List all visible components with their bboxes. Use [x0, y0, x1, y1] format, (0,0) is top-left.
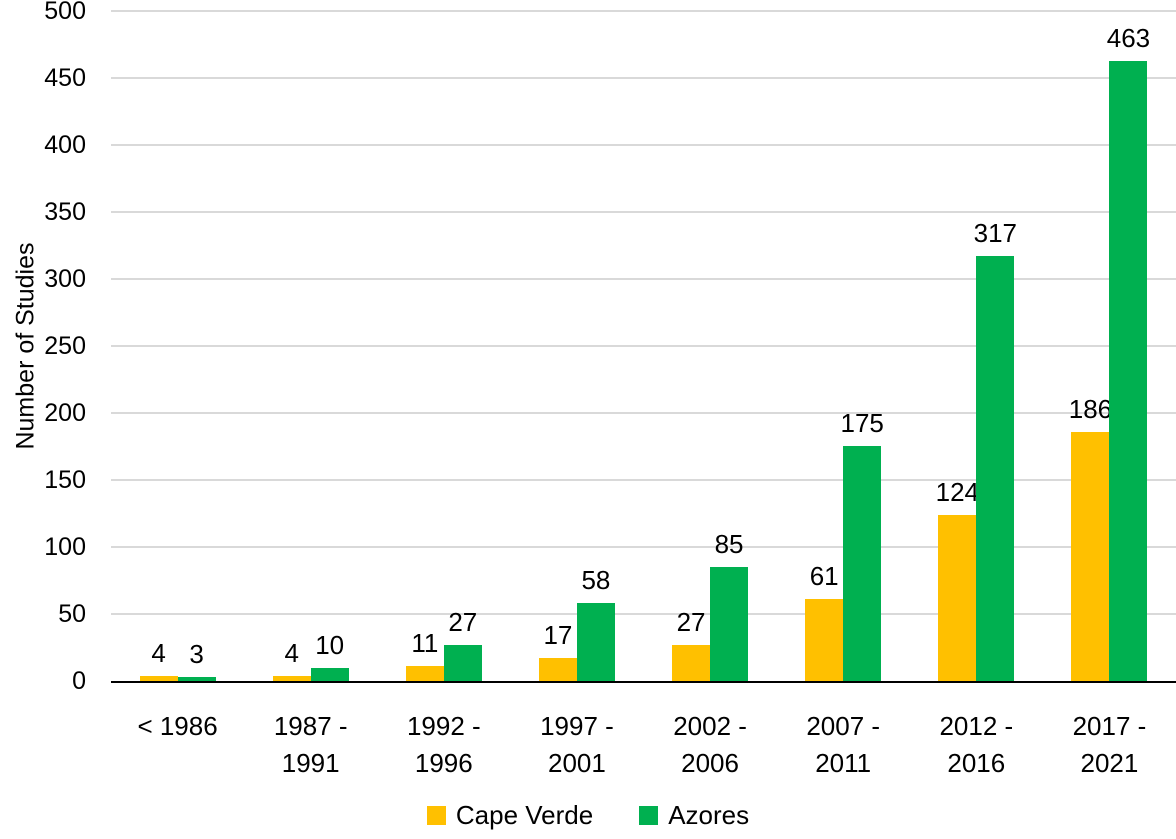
- bar-azores: [843, 446, 882, 681]
- bar-value-label: 3: [189, 639, 204, 669]
- bar-value-label: 124: [935, 477, 979, 507]
- x-tick-label: 2012 - 2016: [939, 711, 1014, 778]
- x-tick-label: 1992 - 1996: [406, 711, 481, 778]
- legend-swatch: [426, 806, 446, 825]
- plot-area: 4 4 11 17 27 61 124 186 3 10 27 58 85 175 317 463: [111, 10, 1176, 683]
- y-tick-label: 450: [44, 64, 86, 92]
- gridline: [111, 345, 1176, 347]
- bar-azores: [976, 256, 1015, 681]
- y-tick-label: 300: [44, 265, 86, 293]
- x-tick-label: 2017 - 2021: [1072, 711, 1147, 778]
- bar-value-label: 27: [448, 607, 478, 637]
- bar-value-label: 175: [840, 408, 884, 438]
- legend-label: Azores: [668, 800, 750, 830]
- bar-value-label: 186: [1068, 394, 1113, 424]
- y-tick-label: 50: [58, 600, 86, 628]
- x-tick-label: 2002 - 2006: [673, 711, 747, 778]
- bar-value-label: 27: [676, 607, 706, 637]
- bar-value-label: 85: [714, 529, 744, 559]
- bar-azores: [177, 677, 216, 681]
- gridline: [111, 613, 1176, 615]
- bar-value-label: 4: [151, 638, 166, 668]
- bar-azores: [1109, 61, 1148, 681]
- x-tick-label: 1997 - 2001: [540, 711, 614, 778]
- x-tick-label: < 1986: [137, 711, 218, 741]
- legend-item-azores: Azores: [639, 800, 749, 831]
- bar-value-label: 17: [543, 620, 573, 650]
- bar-value-label: 10: [315, 630, 345, 660]
- gridline: [111, 412, 1176, 414]
- y-tick-label: 100: [44, 533, 86, 561]
- y-tick-label: 400: [44, 131, 86, 159]
- bar-cape-verde: [938, 515, 977, 681]
- gridline: [111, 77, 1176, 79]
- gridline: [111, 10, 1176, 12]
- legend-label: Cape Verde: [455, 800, 594, 830]
- x-axis-tick-labels: < 1986 1987 - 1991 1992 - 1996 1997 - 2001 2…: [111, 708, 1176, 798]
- gridline: [111, 278, 1176, 280]
- bar-value-label: 317: [973, 218, 1017, 248]
- gridline: [111, 546, 1176, 548]
- bar-value-label: 58: [581, 565, 611, 595]
- gridline: [111, 479, 1176, 481]
- bar-cape-verde: [272, 676, 311, 681]
- y-tick-label: 250: [44, 332, 86, 360]
- bar-cape-verde: [1071, 432, 1110, 681]
- y-tick-label: 200: [44, 399, 86, 427]
- gridline: [111, 211, 1176, 213]
- bar-value-label: 61: [809, 561, 839, 591]
- bar-value-label: 11: [411, 628, 439, 658]
- bar-cape-verde: [672, 645, 711, 681]
- bar-value-label: 463: [1106, 23, 1151, 53]
- y-tick-label: 500: [44, 0, 86, 25]
- bar-cape-verde: [405, 666, 444, 681]
- bar-azores: [310, 668, 349, 681]
- bar-azores: [443, 645, 482, 681]
- x-axis-line: [111, 681, 1176, 683]
- legend: Cape Verde Azores: [0, 800, 1176, 831]
- y-tick-label: 0: [72, 667, 86, 695]
- x-tick-label: 1987 - 1991: [273, 711, 348, 778]
- bar-value-label: 4: [284, 638, 299, 668]
- legend-swatch: [639, 806, 659, 825]
- y-axis-tick-labels: 0 50 100 150 200 250 300 350 400 450 500: [0, 0, 86, 700]
- legend-item-cape-verde: Cape Verde: [426, 800, 594, 831]
- bar-cape-verde: [538, 658, 577, 681]
- bar-azores: [710, 567, 749, 681]
- x-tick-label: 2007 - 2011: [806, 711, 881, 778]
- bar-azores: [576, 603, 615, 681]
- y-tick-label: 350: [44, 198, 86, 226]
- bar-cape-verde: [805, 599, 844, 681]
- gridline: [111, 144, 1176, 146]
- y-tick-label: 150: [44, 466, 86, 494]
- bar-cape-verde: [139, 676, 178, 681]
